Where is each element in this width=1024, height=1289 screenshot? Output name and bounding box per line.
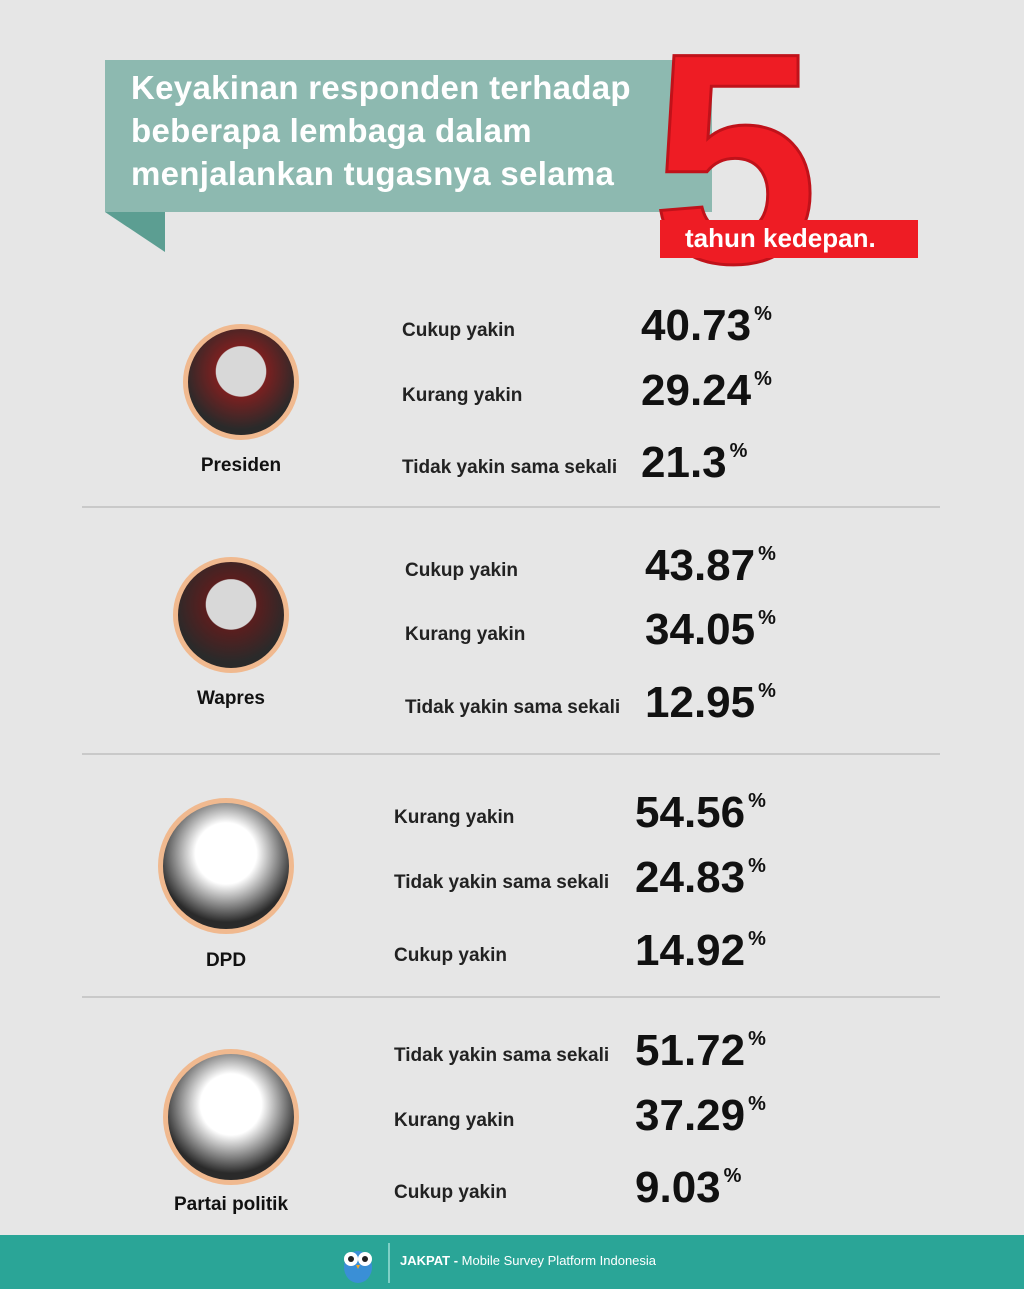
value: 43.87%: [645, 544, 776, 588]
value-unit: %: [758, 543, 776, 565]
row-label: Kurang yakin: [394, 1110, 515, 1131]
row-label: Cukup yakin: [394, 945, 507, 966]
value-number: 40.73: [641, 301, 752, 350]
value: 40.73%: [641, 304, 772, 348]
footer-divider: [388, 1243, 390, 1283]
value-number: 14.92: [635, 926, 746, 975]
footer-text: JAKPAT - Mobile Survey Platform Indonesi…: [400, 1253, 656, 1268]
row-label: Kurang yakin: [405, 624, 526, 645]
value-number: 12.95: [645, 678, 756, 727]
title-end: tahun kedepan.: [685, 223, 876, 253]
section-label: DPD: [205, 950, 247, 971]
value-number: 37.29: [635, 1091, 746, 1140]
ribbon-fold: [105, 212, 165, 252]
row-label: Kurang yakin: [394, 807, 515, 828]
value-number: 34.05: [645, 605, 756, 654]
value-number: 21.3: [641, 438, 727, 487]
row-label: Kurang yakin: [402, 385, 523, 406]
title-line: beberapa lembaga dalam: [131, 112, 532, 149]
value-unit: %: [758, 680, 776, 702]
section-icon: [173, 557, 289, 673]
section-label: Presiden: [200, 455, 282, 476]
row-label: Tidak yakin sama sekali: [394, 872, 610, 893]
row-label: Cukup yakin: [405, 560, 518, 581]
separator: [82, 506, 940, 508]
title-line: Keyakinan responden terhadap: [131, 69, 631, 106]
separator: [82, 753, 940, 755]
title-line: menjalankan tugasnya selama: [131, 155, 615, 192]
header-graphic: 5 tahun kedepan.: [105, 0, 918, 290]
row-label: Tidak yakin sama sekali: [402, 457, 618, 478]
value: 24.83%: [635, 856, 766, 900]
section-label: Wapres: [197, 688, 265, 709]
value: 29.24%: [641, 369, 772, 413]
row-label: Tidak yakin sama sekali: [405, 697, 621, 718]
value: 14.92%: [635, 929, 766, 973]
value: 54.56%: [635, 791, 766, 835]
section-icon: [163, 1049, 299, 1185]
row-label: Cukup yakin: [394, 1182, 507, 1203]
section-icon: [183, 324, 299, 440]
value-unit: %: [748, 1093, 766, 1115]
title-banner: [105, 60, 712, 212]
value-unit: %: [748, 928, 766, 950]
value-unit: %: [729, 440, 748, 462]
value-number: 51.72: [635, 1026, 746, 1075]
footer-tagline: Mobile Survey Platform Indonesia: [461, 1253, 657, 1268]
value-unit: %: [748, 1028, 766, 1050]
title: Keyakinan responden terhadap beberapa lem…: [131, 66, 631, 195]
value-unit: %: [723, 1165, 742, 1187]
value: 12.95%: [645, 681, 776, 725]
value-unit: %: [758, 607, 776, 629]
footer-brand: JAKPAT -: [400, 1253, 459, 1268]
separator: [82, 996, 940, 998]
owl-logo: [344, 1251, 372, 1283]
value: 51.72%: [635, 1029, 766, 1073]
footer: JAKPAT - Mobile Survey Platform Indonesi…: [0, 1235, 1024, 1289]
value-unit: %: [754, 368, 772, 390]
row-label: Tidak yakin sama sekali: [394, 1045, 610, 1066]
section-label: Partai politik: [173, 1194, 289, 1215]
value: 37.29%: [635, 1094, 766, 1138]
value: 21.3%: [641, 441, 747, 485]
row-label: Cukup yakin: [402, 320, 515, 341]
value-unit: %: [748, 855, 766, 877]
value-number: 29.24: [641, 366, 752, 415]
value-number: 9.03: [635, 1163, 721, 1212]
section-icon: [158, 798, 294, 934]
value-unit: %: [748, 790, 766, 812]
title-end-box: [660, 220, 918, 258]
value-number: 43.87: [645, 541, 756, 590]
value-unit: %: [754, 303, 772, 325]
value: 34.05%: [645, 608, 776, 652]
value: 9.03%: [635, 1166, 741, 1210]
value-number: 24.83: [635, 853, 746, 902]
value-number: 54.56: [635, 788, 746, 837]
